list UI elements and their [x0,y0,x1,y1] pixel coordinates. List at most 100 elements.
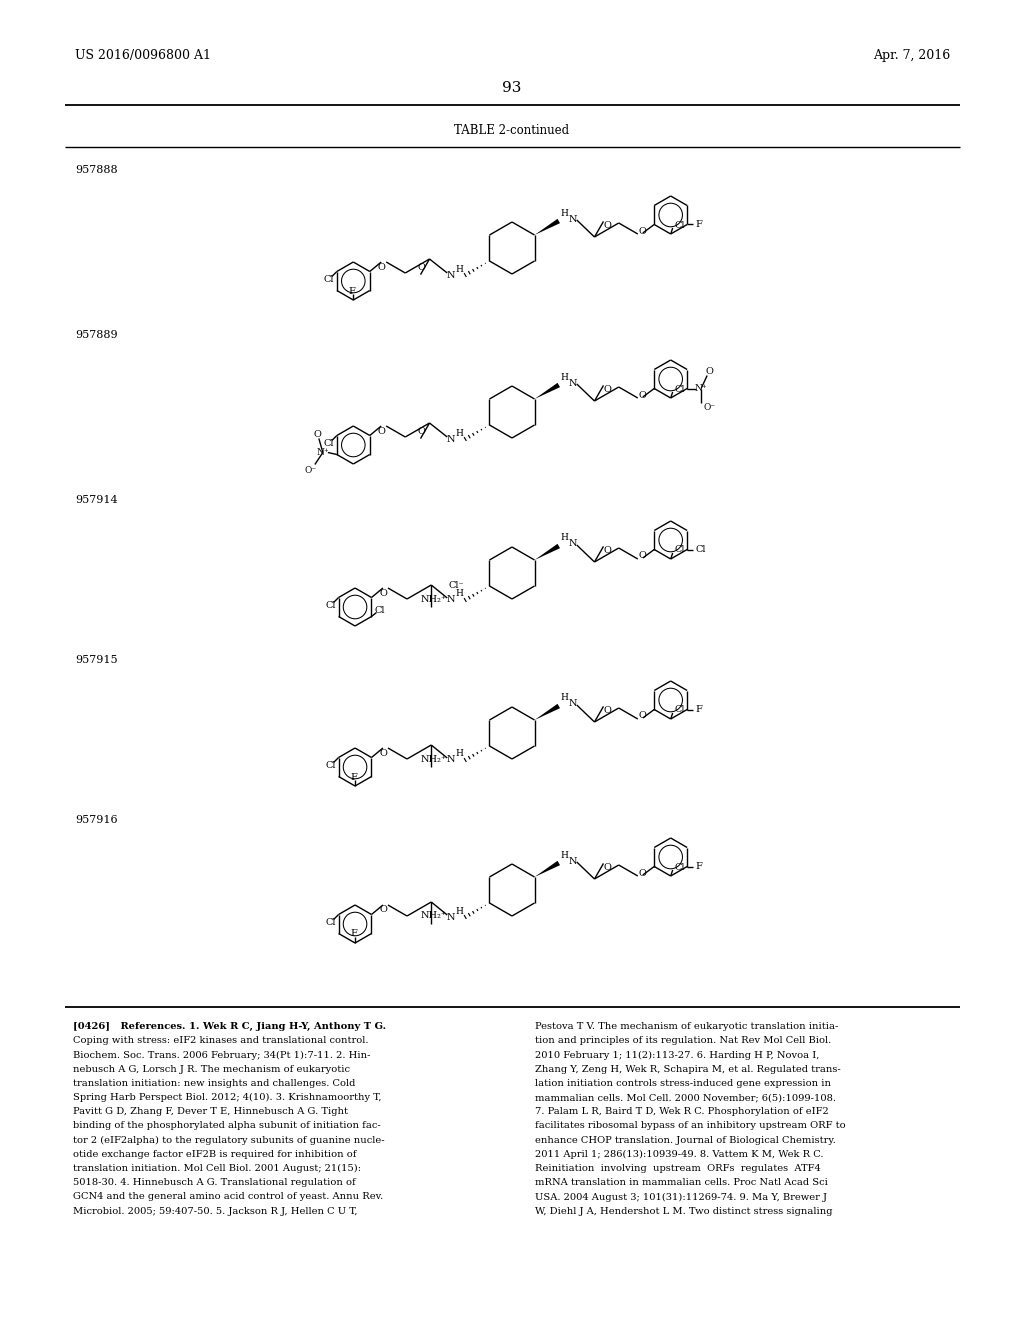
Text: Cl: Cl [326,762,336,770]
Text: O: O [314,430,322,440]
Text: TABLE 2-continued: TABLE 2-continued [455,124,569,136]
Polygon shape [535,544,560,560]
Text: Cl⁻: Cl⁻ [449,581,464,590]
Text: H: H [561,533,568,543]
Text: Cl: Cl [374,606,385,615]
Text: otide exchange factor eIF2B is required for inhibition of: otide exchange factor eIF2B is required … [73,1150,356,1159]
Text: N: N [568,857,577,866]
Text: Cl: Cl [324,440,334,447]
Text: Pestova T V. The mechanism of eukaryotic translation initia-: Pestova T V. The mechanism of eukaryotic… [535,1022,839,1031]
Text: N⁺: N⁺ [695,384,708,393]
Text: O: O [379,589,387,598]
Text: translation initiation. Mol Cell Biol. 2001 August; 21(15):: translation initiation. Mol Cell Biol. 2… [73,1164,361,1173]
Text: binding of the phosphorylated alpha subunit of initiation fac-: binding of the phosphorylated alpha subu… [73,1122,381,1130]
Text: O: O [418,263,425,272]
Text: Pavitt G D, Zhang F, Dever T E, Hinnebusch A G. Tight: Pavitt G D, Zhang F, Dever T E, Hinnebus… [73,1107,348,1117]
Text: N: N [568,700,577,709]
Text: enhance CHOP translation. Journal of Biological Chemistry.: enhance CHOP translation. Journal of Bio… [535,1135,836,1144]
Text: O: O [639,552,647,561]
Text: O: O [639,869,647,878]
Text: Cl: Cl [695,545,706,554]
Text: F: F [350,772,357,781]
Text: O: O [377,263,385,272]
Text: O: O [603,863,611,873]
Text: translation initiation: new insights and challenges. Cold: translation initiation: new insights and… [73,1078,355,1088]
Text: [0426]   References. 1. Wek R C, Jiang H-Y, Anthony T G.: [0426] References. 1. Wek R C, Jiang H-Y… [73,1022,386,1031]
Text: NH₂⁺: NH₂⁺ [420,594,446,603]
Text: H: H [456,590,463,598]
Text: Zhang Y, Zeng H, Wek R, Schapira M, et al. Regulated trans-: Zhang Y, Zeng H, Wek R, Schapira M, et a… [535,1065,841,1073]
Text: O⁻: O⁻ [305,466,316,475]
Text: Cl: Cl [326,601,336,610]
Text: NH₂⁺: NH₂⁺ [420,755,446,763]
Text: H: H [456,750,463,759]
Text: N: N [568,379,577,388]
Text: O: O [418,428,425,436]
Text: 2011 April 1; 286(13):10939-49. 8. Vattem K M, Wek R C.: 2011 April 1; 286(13):10939-49. 8. Vatte… [535,1150,823,1159]
Text: H: H [561,693,568,702]
Text: Cl: Cl [675,220,685,230]
Text: Cl: Cl [675,545,685,554]
Text: O: O [377,426,385,436]
Text: facilitates ribosomal bypass of an inhibitory upstream ORF to: facilitates ribosomal bypass of an inhib… [535,1122,846,1130]
Text: O: O [639,391,647,400]
Text: lation initiation controls stress-induced gene expression in: lation initiation controls stress-induce… [535,1078,831,1088]
Text: Reinitiation  involving  upstream  ORFs  regulates  ATF4: Reinitiation involving upstream ORFs reg… [535,1164,821,1173]
Text: O: O [603,385,611,393]
Text: 957915: 957915 [75,655,118,665]
Polygon shape [535,704,560,719]
Text: H: H [456,264,463,273]
Text: Spring Harb Perspect Biol. 2012; 4(10). 3. Krishnamoorthy T,: Spring Harb Perspect Biol. 2012; 4(10). … [73,1093,382,1102]
Text: F: F [695,220,702,228]
Text: F: F [349,286,355,296]
Text: Cl: Cl [675,862,685,871]
Text: Coping with stress: eIF2 kinases and translational control.: Coping with stress: eIF2 kinases and tra… [73,1036,369,1045]
Text: nebusch A G, Lorsch J R. The mechanism of eukaryotic: nebusch A G, Lorsch J R. The mechanism o… [73,1065,350,1073]
Polygon shape [535,861,560,876]
Text: 5018-30. 4. Hinnebusch A G. Translational regulation of: 5018-30. 4. Hinnebusch A G. Translationa… [73,1179,355,1187]
Text: 2010 February 1; 11(2):113-27. 6. Harding H P, Novoa I,: 2010 February 1; 11(2):113-27. 6. Hardin… [535,1051,819,1060]
Text: Cl: Cl [326,917,336,927]
Text: O: O [639,711,647,721]
Text: O: O [603,706,611,715]
Text: GCN4 and the general amino acid control of yeast. Annu Rev.: GCN4 and the general amino acid control … [73,1192,383,1201]
Text: O: O [706,367,713,376]
Text: Apr. 7, 2016: Apr. 7, 2016 [872,49,950,62]
Text: F: F [695,705,702,714]
Text: N: N [447,912,456,921]
Text: 7. Palam L R, Baird T D, Wek R C. Phosphorylation of eIF2: 7. Palam L R, Baird T D, Wek R C. Phosph… [535,1107,828,1117]
Text: 957889: 957889 [75,330,118,341]
Text: Cl: Cl [675,384,685,393]
Text: mammalian cells. Mol Cell. 2000 November; 6(5):1099-108.: mammalian cells. Mol Cell. 2000 November… [535,1093,836,1102]
Text: W, Diehl J A, Hendershot L M. Two distinct stress signaling: W, Diehl J A, Hendershot L M. Two distin… [535,1206,833,1216]
Text: N⁺: N⁺ [316,447,329,457]
Text: O⁻: O⁻ [703,403,716,412]
Text: O: O [639,227,647,235]
Text: N: N [568,214,577,223]
Text: USA. 2004 August 3; 101(31):11269-74. 9. Ma Y, Brewer J: USA. 2004 August 3; 101(31):11269-74. 9.… [535,1192,827,1201]
Text: O: O [603,220,611,230]
Text: Biochem. Soc. Trans. 2006 February; 34(Pt 1):7-11. 2. Hin-: Biochem. Soc. Trans. 2006 February; 34(P… [73,1051,371,1060]
Text: H: H [561,209,568,218]
Text: N: N [447,434,456,444]
Text: Cl: Cl [324,275,334,284]
Polygon shape [535,219,560,235]
Text: N: N [447,595,456,605]
Text: 93: 93 [503,81,521,95]
Text: 957916: 957916 [75,814,118,825]
Text: N: N [447,755,456,764]
Text: US 2016/0096800 A1: US 2016/0096800 A1 [75,49,211,62]
Text: H: H [561,372,568,381]
Text: mRNA translation in mammalian cells. Proc Natl Acad Sci: mRNA translation in mammalian cells. Pro… [535,1179,827,1187]
Text: Cl: Cl [675,705,685,714]
Text: O: O [379,906,387,915]
Text: N: N [568,540,577,549]
Text: Microbiol. 2005; 59:407-50. 5. Jackson R J, Hellen C U T,: Microbiol. 2005; 59:407-50. 5. Jackson R… [73,1206,357,1216]
Text: F: F [350,929,357,939]
Text: H: H [456,907,463,916]
Text: O: O [379,748,387,758]
Text: F: F [695,862,702,871]
Text: H: H [561,850,568,859]
Text: NH₂⁺: NH₂⁺ [420,912,446,920]
Text: tor 2 (eIF2alpha) to the regulatory subunits of guanine nucle-: tor 2 (eIF2alpha) to the regulatory subu… [73,1135,385,1144]
